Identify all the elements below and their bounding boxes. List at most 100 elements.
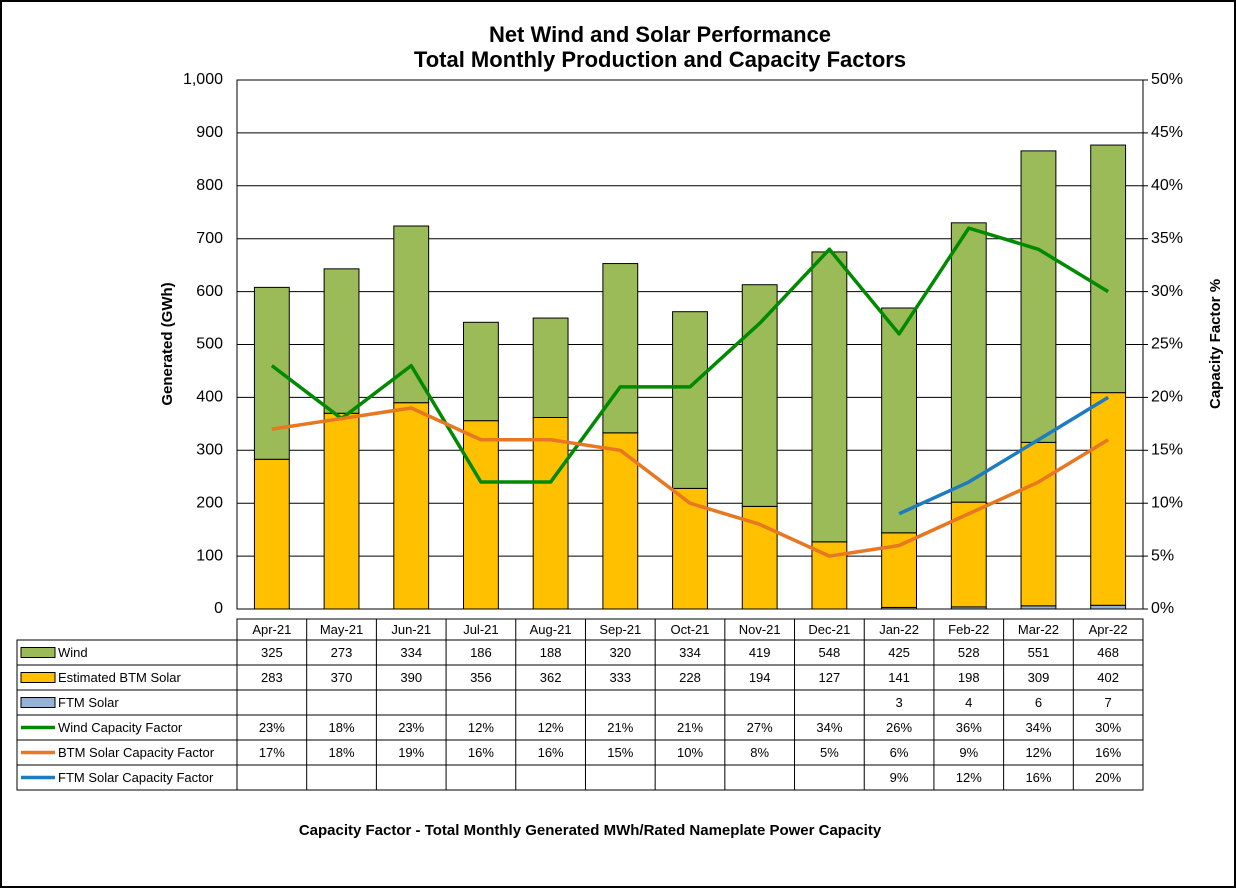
y2-tick-label: 25% bbox=[1151, 336, 1183, 353]
bar bbox=[1090, 604, 1127, 610]
table-value: 419 bbox=[749, 645, 771, 660]
legend-label: FTM Solar Capacity Factor bbox=[58, 770, 214, 785]
bar bbox=[253, 458, 290, 610]
y-tick-label: 300 bbox=[196, 442, 223, 459]
table-value: 16% bbox=[1025, 770, 1051, 785]
x-tick-label: Jun-21 bbox=[391, 622, 431, 637]
bar bbox=[1090, 144, 1127, 394]
y2-tick-label: 0% bbox=[1151, 600, 1174, 617]
y-tick-label: 900 bbox=[196, 124, 223, 141]
bar bbox=[811, 251, 848, 543]
bar bbox=[1090, 392, 1127, 606]
table-value: 390 bbox=[400, 670, 422, 685]
legend-label: BTM Solar Capacity Factor bbox=[58, 745, 215, 760]
table-value: 12% bbox=[468, 720, 494, 735]
table-value: 141 bbox=[888, 670, 910, 685]
y-tick-label: 100 bbox=[196, 547, 223, 564]
y-tick-label: 600 bbox=[196, 283, 223, 300]
chart-subtitle: Total Monthly Production and Capacity Fa… bbox=[414, 47, 906, 72]
x-tick-label: May-21 bbox=[320, 622, 363, 637]
y-tick-label: 200 bbox=[196, 494, 223, 511]
table-value: 548 bbox=[819, 645, 841, 660]
line-series bbox=[270, 226, 1110, 484]
table-value: 16% bbox=[468, 745, 494, 760]
table-value: 10% bbox=[677, 745, 703, 760]
y2-tick-label: 20% bbox=[1151, 389, 1183, 406]
legend-label: FTM Solar bbox=[58, 695, 119, 710]
bar bbox=[950, 222, 987, 503]
table-value: 15% bbox=[607, 745, 633, 760]
table-value: 333 bbox=[609, 670, 631, 685]
y2-tick-label: 40% bbox=[1151, 177, 1183, 194]
table-value: 21% bbox=[607, 720, 633, 735]
legend-label: Wind Capacity Factor bbox=[58, 720, 183, 735]
x-tick-label: Sep-21 bbox=[599, 622, 641, 637]
table-value: 356 bbox=[470, 670, 492, 685]
table-value: 20% bbox=[1095, 770, 1121, 785]
y-tick-label: 0 bbox=[214, 600, 223, 617]
bar bbox=[532, 417, 569, 610]
bar bbox=[393, 402, 430, 610]
table-value: 551 bbox=[1028, 645, 1050, 660]
x-tick-label: Jan-22 bbox=[879, 622, 919, 637]
table-value: 425 bbox=[888, 645, 910, 660]
table-value: 325 bbox=[261, 645, 283, 660]
y-tick-label: 700 bbox=[196, 230, 223, 247]
bar bbox=[741, 284, 778, 507]
bar bbox=[672, 311, 708, 489]
bar bbox=[1020, 441, 1057, 607]
table-value: 468 bbox=[1097, 645, 1119, 660]
y2-tick-label: 10% bbox=[1151, 494, 1183, 511]
table-value: 370 bbox=[331, 670, 353, 685]
table-value: 12% bbox=[1025, 745, 1051, 760]
bar bbox=[1020, 150, 1057, 443]
table-value: 17% bbox=[259, 745, 285, 760]
x-tick-label: Feb-22 bbox=[948, 622, 989, 637]
legend-swatch bbox=[20, 647, 56, 658]
bar bbox=[463, 321, 499, 422]
table-value: 12% bbox=[538, 720, 564, 735]
table-value: 186 bbox=[470, 645, 492, 660]
table-value: 3 bbox=[895, 695, 902, 710]
table-value: 198 bbox=[958, 670, 980, 685]
legend-swatch bbox=[20, 697, 56, 708]
table-value: 402 bbox=[1097, 670, 1119, 685]
table-value: 23% bbox=[259, 720, 285, 735]
table-value: 23% bbox=[398, 720, 424, 735]
table-value: 19% bbox=[398, 745, 424, 760]
line-series bbox=[271, 406, 1110, 558]
y2-tick-label: 5% bbox=[1151, 547, 1174, 564]
bar bbox=[323, 412, 360, 610]
y-tick-label: 1,000 bbox=[183, 71, 223, 88]
y2-tick-label: 45% bbox=[1151, 124, 1183, 141]
legend-label: Wind bbox=[58, 645, 88, 660]
x-tick-label: Mar-22 bbox=[1018, 622, 1059, 637]
y2-tick-label: 50% bbox=[1151, 71, 1183, 88]
y2-tick-label: 15% bbox=[1151, 442, 1183, 459]
table-value: 334 bbox=[400, 645, 422, 660]
x-tick-label: Nov-21 bbox=[739, 622, 781, 637]
y2-axis-label: Capacity Factor % bbox=[1207, 279, 1224, 409]
table-value: 7 bbox=[1105, 695, 1112, 710]
bar bbox=[463, 420, 499, 610]
y-tick-label: 800 bbox=[196, 177, 223, 194]
legend-label: Estimated BTM Solar bbox=[58, 670, 181, 685]
table-value: 320 bbox=[609, 645, 631, 660]
y-tick-label: 400 bbox=[196, 389, 223, 406]
table-value: 8% bbox=[750, 745, 769, 760]
footnote: Capacity Factor - Total Monthly Generate… bbox=[299, 822, 882, 839]
table-value: 4 bbox=[965, 695, 972, 710]
table-row bbox=[16, 764, 1144, 791]
table-value: 27% bbox=[747, 720, 773, 735]
table-value: 6 bbox=[1035, 695, 1042, 710]
chart-title: Net Wind and Solar Performance bbox=[489, 22, 831, 47]
table-value: 228 bbox=[679, 670, 701, 685]
table-value: 188 bbox=[540, 645, 562, 660]
table-value: 36% bbox=[956, 720, 982, 735]
table-value: 528 bbox=[958, 645, 980, 660]
legend-swatch bbox=[20, 672, 56, 683]
table-value: 309 bbox=[1028, 670, 1050, 685]
x-tick-label: Dec-21 bbox=[808, 622, 850, 637]
table-value: 16% bbox=[1095, 745, 1121, 760]
